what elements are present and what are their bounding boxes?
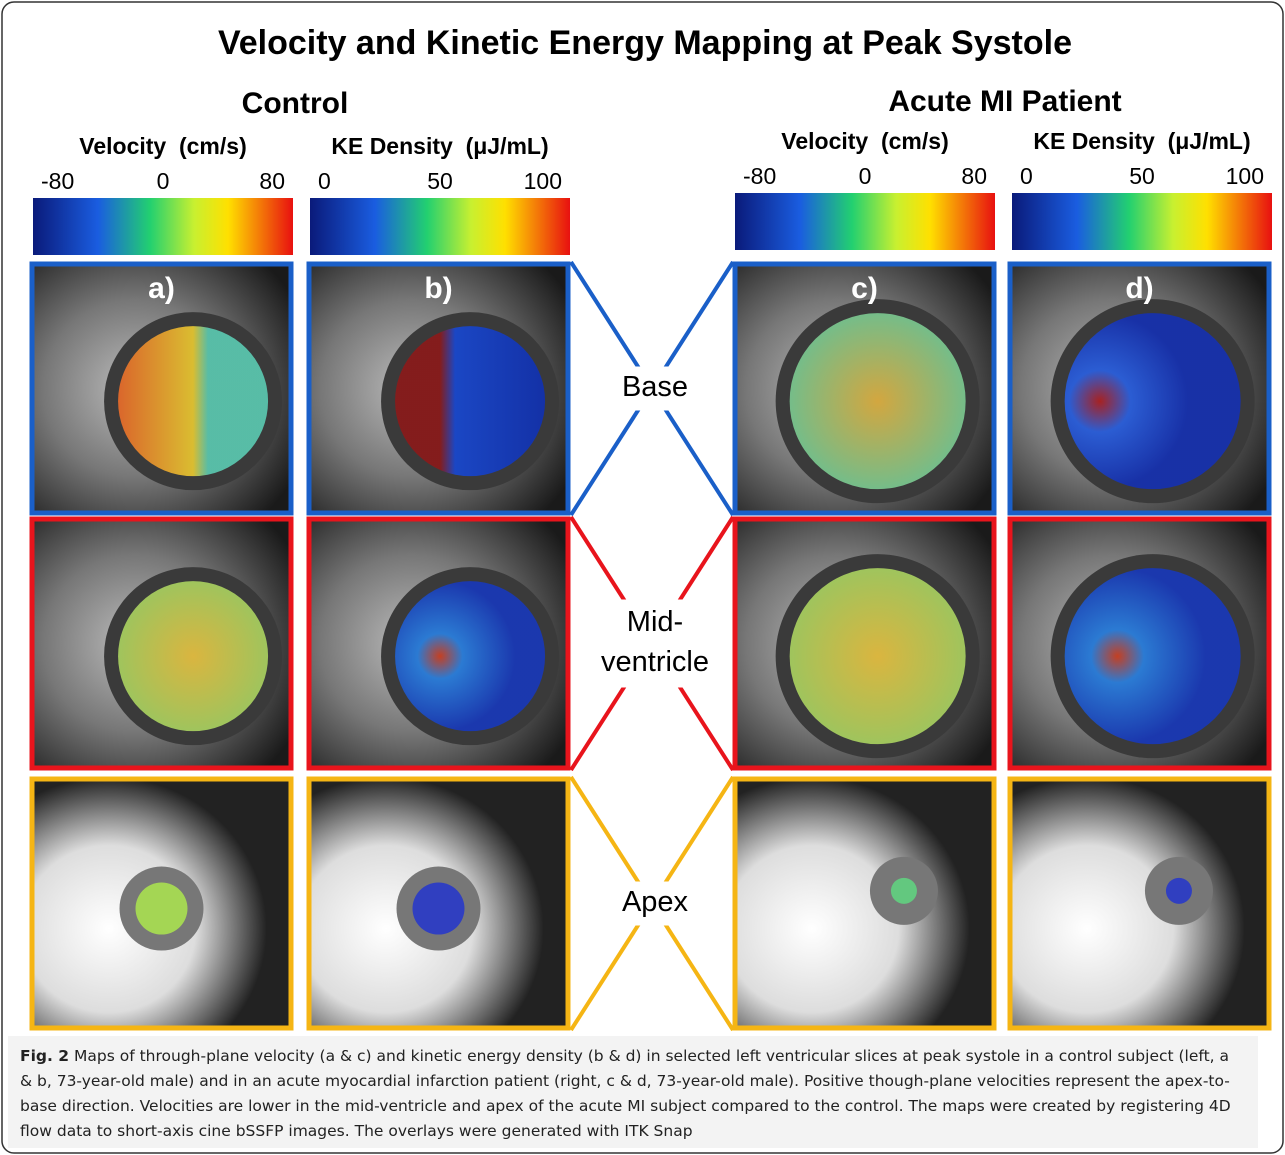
group-title: Control <box>242 87 349 120</box>
caption: Fig. 2 Maps of through-plane velocity (a… <box>8 1036 1258 1148</box>
colorbar <box>33 198 293 255</box>
caption-label: Fig. 2 <box>20 1047 69 1065</box>
colorbar-tick: 80 <box>961 163 987 189</box>
colorbar-tick: 0 <box>318 168 331 194</box>
colorbar-tick: -80 <box>41 168 74 194</box>
mri-image <box>733 777 996 1030</box>
colorbar-tick: 0 <box>157 168 170 194</box>
overlay <box>1065 568 1241 744</box>
panel-label: d) <box>1125 272 1153 305</box>
colorbar <box>1012 193 1272 250</box>
colorbar-tick: -80 <box>743 163 776 189</box>
overlay <box>891 878 917 904</box>
colorbar-tick: 50 <box>1129 163 1155 189</box>
colorbar-tick: 0 <box>859 163 872 189</box>
mri-image <box>1008 777 1271 1030</box>
row-label: Apex <box>622 886 689 918</box>
colorbar-label: Velocity (cm/s) <box>79 133 246 159</box>
overlay <box>395 326 545 476</box>
colorbar-tick: 0 <box>1020 163 1033 189</box>
overlay <box>413 883 465 935</box>
figure-page: Velocity and Kinetic Energy Mapping at P… <box>0 0 1285 1155</box>
row-label: ventricle <box>601 646 709 678</box>
row-label: Mid- <box>627 606 683 638</box>
caption-text: Maps of through-plane velocity (a & c) a… <box>20 1047 1231 1140</box>
overlay <box>118 581 268 731</box>
figure: Velocity and Kinetic Energy Mapping at P… <box>0 0 1285 1155</box>
colorbar <box>310 198 570 255</box>
panel-label: b) <box>424 272 452 305</box>
colorbar <box>735 193 995 250</box>
colorbar-tick: 80 <box>259 168 285 194</box>
panel-label: c) <box>851 272 878 305</box>
overlay <box>1065 313 1241 489</box>
overlay <box>395 581 545 731</box>
overlay <box>1166 878 1192 904</box>
panel-label: a) <box>148 272 175 305</box>
figure-title: Velocity and Kinetic Energy Mapping at P… <box>218 24 1072 62</box>
colorbar-label: KE Density (μJ/mL) <box>1033 128 1250 154</box>
overlay <box>790 568 966 744</box>
overlay <box>136 883 188 935</box>
colorbar-label: KE Density (μJ/mL) <box>331 133 548 159</box>
group-title: Acute MI Patient <box>888 85 1121 118</box>
overlay <box>790 313 966 489</box>
row-label: Base <box>622 371 688 403</box>
colorbar-tick: 100 <box>1226 163 1264 189</box>
colorbar-tick: 50 <box>427 168 453 194</box>
colorbar-tick: 100 <box>524 168 562 194</box>
colorbar-label: Velocity (cm/s) <box>781 128 948 154</box>
overlay <box>118 326 268 476</box>
